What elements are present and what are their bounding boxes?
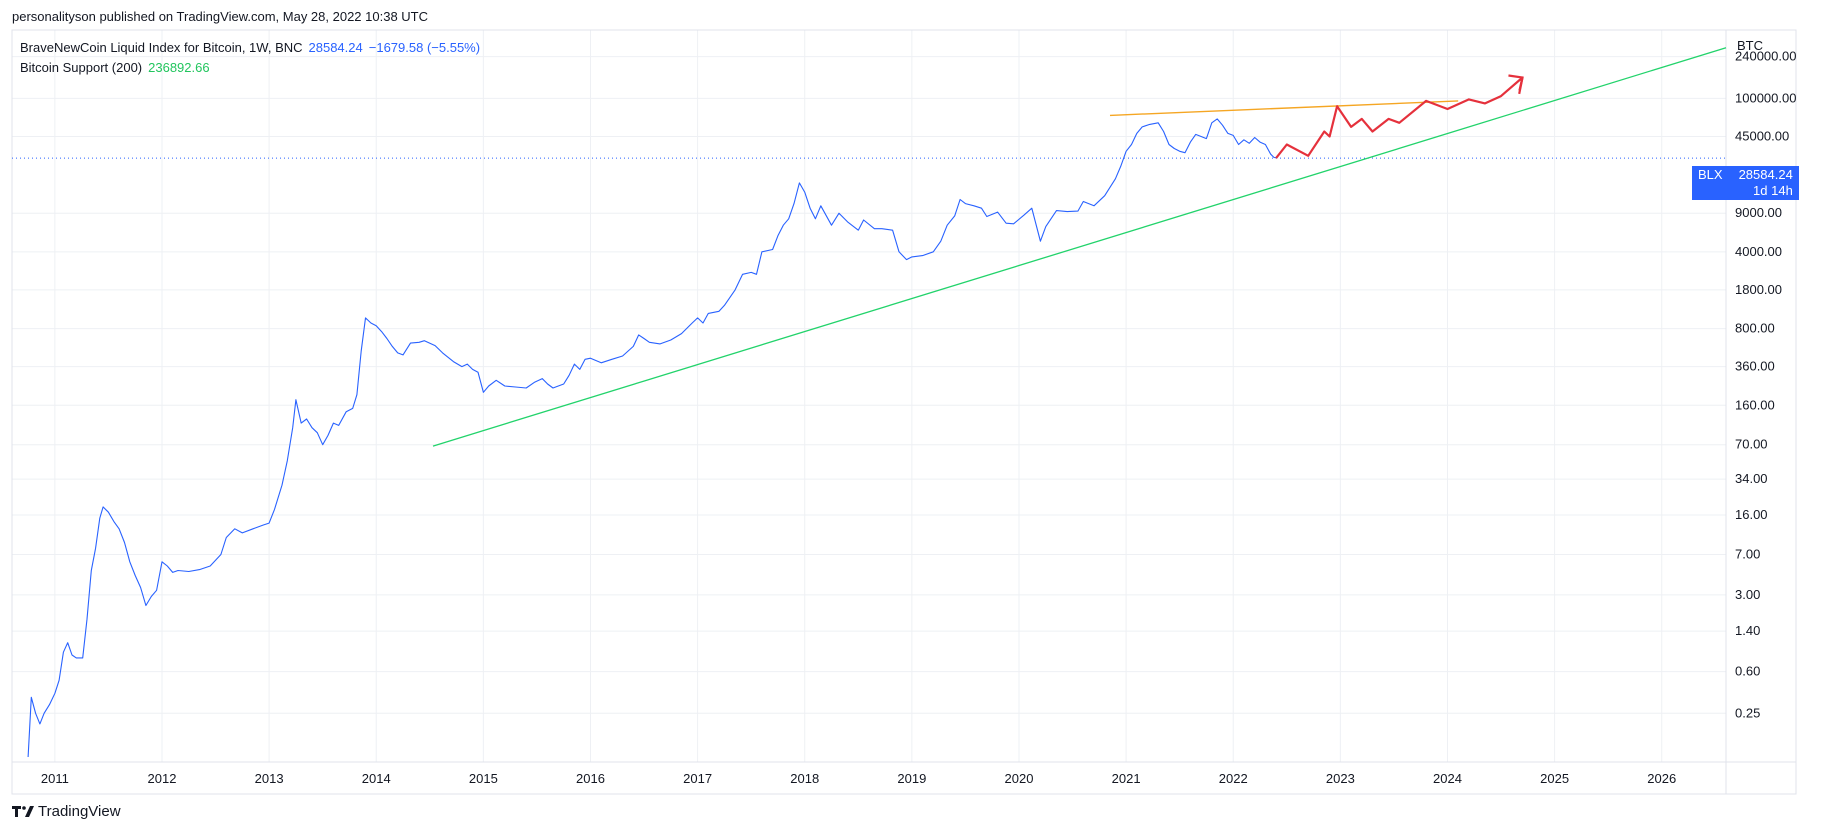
x-tick-label: 2013 (255, 771, 284, 786)
brand-label: TradingView (38, 803, 121, 820)
projection-path (1275, 76, 1524, 159)
legend-indicator-row[interactable]: Bitcoin Support (200) 236892.66 (20, 58, 480, 78)
price-tag-countdown: 1d 14h (1753, 183, 1793, 198)
legend-main-title: BraveNewCoin Liquid Index for Bitcoin, 1… (20, 40, 303, 55)
chart-tick-labels: 2011 2012 2013 2014 2015 2016 2017 2018 2019 2020… (41, 49, 1797, 786)
y-tick-label: 1.40 (1735, 623, 1760, 638)
legend-indicator-title: Bitcoin Support (200) (20, 60, 143, 75)
price-tag-value: 28584.24 (1738, 167, 1793, 182)
tradingview-logo-icon (12, 805, 34, 817)
y-tick-label: 160.00 (1735, 397, 1775, 412)
y-tick-label: 34.00 (1735, 471, 1768, 486)
y-tick-label: 240000.00 (1735, 49, 1796, 64)
x-tick-label: 2016 (576, 771, 605, 786)
x-tick-label: 2012 (148, 771, 177, 786)
chart-frame (11, 29, 1797, 795)
tradingview-brand[interactable]: TradingView (12, 803, 121, 820)
x-tick-label: 2017 (683, 771, 712, 786)
x-tick-label: 2011 (41, 771, 69, 786)
chart-grid (12, 30, 1726, 762)
x-tick-label: 2023 (1326, 771, 1355, 786)
y-tick-label: 9000.00 (1735, 205, 1782, 220)
x-tick-label: 2015 (469, 771, 498, 786)
y-tick-label: 45000.00 (1735, 128, 1789, 143)
price-axis-unit: BTC (1737, 38, 1763, 53)
published-line: personalityson published on TradingView.… (12, 9, 429, 24)
y-tick-label: 100000.00 (1735, 90, 1796, 105)
y-tick-label: 360.00 (1735, 359, 1775, 374)
x-tick-label: 2021 (1112, 771, 1141, 786)
chart-axes (11, 29, 1797, 795)
y-tick-label: 16.00 (1735, 507, 1768, 522)
y-tick-label: 70.00 (1735, 437, 1768, 452)
x-tick-label: 2018 (790, 771, 819, 786)
chart-series (12, 47, 1727, 758)
y-tick-label: 3.00 (1735, 587, 1760, 602)
last-price-tag: BLX 28584.24 1d 14h (1692, 166, 1799, 200)
y-tick-label: 7.00 (1735, 546, 1760, 561)
y-tick-label: 0.25 (1735, 705, 1760, 720)
projection-arrowhead (1508, 74, 1524, 91)
y-tick-label: 800.00 (1735, 321, 1775, 336)
chart-legend: BraveNewCoin Liquid Index for Bitcoin, 1… (20, 38, 480, 78)
y-tick-label: 4000.00 (1735, 244, 1782, 259)
legend-main-row[interactable]: BraveNewCoin Liquid Index for Bitcoin, 1… (20, 38, 480, 58)
legend-main-value: 28584.24 (308, 40, 363, 55)
y-tick-label: 1800.00 (1735, 282, 1782, 297)
legend-main-change: −1679.58 (−5.55%) (368, 40, 481, 55)
x-tick-label: 2022 (1219, 771, 1248, 786)
resistance-trendline (1109, 100, 1459, 117)
support-trendline (432, 47, 1727, 447)
price-series-line (27, 118, 1278, 758)
x-tick-label: 2024 (1433, 771, 1462, 786)
x-tick-label: 2026 (1647, 771, 1676, 786)
x-tick-label: 2020 (1005, 771, 1034, 786)
x-tick-label: 2019 (897, 771, 926, 786)
y-tick-label: 0.60 (1735, 664, 1760, 679)
x-tick-label: 2014 (362, 771, 391, 786)
x-tick-label: 2025 (1540, 771, 1569, 786)
price-tag-symbol: BLX (1698, 167, 1723, 182)
legend-indicator-value: 236892.66 (148, 60, 210, 75)
